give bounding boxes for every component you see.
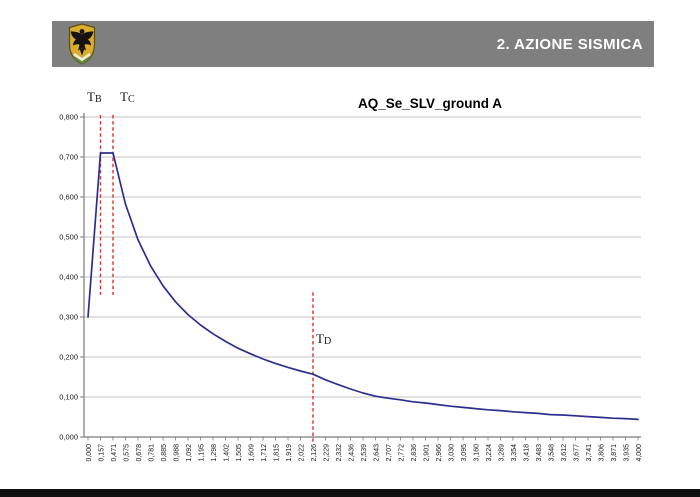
eagle-shield-logo-icon	[68, 23, 96, 65]
td-label-main: T	[316, 331, 324, 346]
x-tick-label: 0,988	[173, 444, 180, 462]
x-tick-label: 2,022	[298, 444, 305, 462]
x-tick-label: 3,354	[511, 444, 518, 462]
y-tick-label: 0,600	[59, 193, 78, 202]
x-tick-label: 2,332	[336, 444, 343, 462]
x-tick-label: 2,772	[398, 444, 405, 462]
x-tick-label: 2,966	[436, 444, 443, 462]
y-tick-label: 0,200	[59, 353, 78, 362]
chart-title: AQ_Se_SLV_ground A	[357, 96, 503, 111]
x-tick-label: 3,224	[486, 444, 493, 462]
x-tick-label: 1,402	[223, 444, 230, 462]
x-tick-label: 0,885	[161, 444, 168, 462]
x-tick-label: 3,935	[623, 444, 630, 462]
x-tick-label: 3,289	[498, 444, 505, 462]
slide-footer-bar	[0, 489, 700, 497]
x-tick-label: 0,781	[148, 444, 155, 462]
spectrum-chart: 0,000 0,100 0,200 0,300 0,400 0,500 0,600 0,700…	[0, 77, 700, 489]
tb-marker-label: TB	[87, 89, 102, 105]
x-tick-label: 3,612	[561, 444, 568, 462]
y-tick-label: 0,500	[59, 233, 78, 242]
tb-label-sub: B	[94, 94, 103, 105]
x-tick-label: 3,677	[573, 444, 580, 462]
x-tick-label: 1,092	[186, 444, 193, 462]
y-tick-label: 0,300	[59, 313, 78, 322]
x-tick-label: 3,030	[448, 444, 455, 462]
y-tick-label: 0,000	[59, 433, 78, 442]
x-tick-label: 1,298	[211, 444, 218, 462]
x-tick-label: 1,609	[248, 444, 255, 462]
x-tick-label: 3,741	[586, 444, 593, 462]
section-title: 2. AZIONE SISMICA	[496, 35, 643, 53]
td-marker-label: TD	[316, 331, 332, 347]
x-tick-label: 4,000	[636, 444, 643, 462]
x-tick-label: 3,418	[523, 444, 530, 462]
chart-canvas: 0,000 0,100 0,200 0,300 0,400 0,500 0,600 0,700…	[59, 113, 643, 462]
x-tick-label: 2,539	[361, 444, 368, 462]
x-tick-label: 2,836	[411, 444, 418, 462]
x-tick-label: 3,483	[536, 444, 543, 462]
slide-header: 2. AZIONE SISMICA	[52, 21, 654, 67]
x-tick-label: 0,157	[98, 444, 105, 462]
x-tick-label: 1,815	[273, 444, 280, 462]
tc-marker-label: TC	[120, 89, 135, 105]
x-tick-label: 3,871	[611, 444, 618, 462]
x-tick-label: 3,548	[548, 444, 555, 462]
x-tick-label: 3,160	[473, 444, 480, 462]
tc-label-main: T	[120, 89, 128, 104]
x-tick-label: 0,471	[111, 444, 118, 462]
x-tick-label: 3,095	[461, 444, 468, 462]
y-tick-label: 0,800	[59, 113, 78, 122]
x-tick-label: 2,229	[323, 444, 330, 462]
tc-label-sub: C	[127, 94, 136, 105]
x-tick-label: 1,712	[261, 444, 268, 462]
x-tick-label: 1,195	[198, 444, 205, 462]
x-tick-label: 0,678	[136, 444, 143, 462]
y-tick-label: 0,700	[59, 153, 78, 162]
x-tick-label: 1,505	[236, 444, 243, 462]
x-tick-label: 2,126	[311, 444, 318, 462]
y-tick-label: 0,400	[59, 273, 78, 282]
x-tick-label: 0,575	[123, 444, 130, 462]
x-tick-label: 2,707	[386, 444, 393, 462]
y-tick-label: 0,100	[59, 393, 78, 402]
x-tick-label: 1,919	[286, 444, 293, 462]
x-tick-label: 2,901	[423, 444, 430, 462]
x-tick-label: 2,643	[373, 444, 380, 462]
spectrum-series-line	[87, 152, 639, 421]
tb-label-main: T	[87, 89, 95, 104]
td-label-sub: D	[323, 336, 332, 347]
x-tick-label: 3,806	[598, 444, 605, 462]
x-tick-label: 0,000	[86, 444, 93, 462]
x-tick-label: 2,436	[348, 444, 355, 462]
